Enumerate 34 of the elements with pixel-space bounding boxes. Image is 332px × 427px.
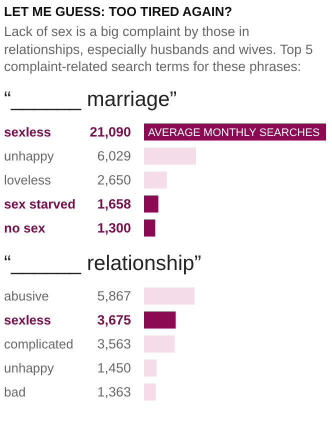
y-tick-label: bad (4, 384, 26, 400)
bar (144, 195, 158, 212)
chart-subtitle: Lack of sex is a big complaint by those in relationships, especially husbands and wives. Top 5 complaint-related search terms for these phrases: (4, 23, 314, 76)
data-label: 5,867 (97, 288, 131, 304)
y-tick-label: no sex (4, 220, 46, 236)
data-label: 6,029 (97, 148, 131, 164)
data-label: 1,658 (97, 196, 132, 212)
bar (144, 147, 196, 164)
y-tick-label: sexless (4, 124, 51, 140)
data-label: 1,450 (97, 360, 131, 376)
y-tick-label: abusive (4, 288, 49, 304)
data-label: 3,675 (97, 312, 132, 328)
bar (144, 287, 195, 304)
y-tick-label: unhappy (4, 148, 54, 164)
bar (144, 335, 175, 352)
y-tick-label: sex starved (4, 196, 76, 212)
y-tick-label: sexless (4, 312, 51, 328)
x-axis-title: AVERAGE MONTHLY SEARCHES (148, 126, 320, 138)
data-label: 1,363 (97, 384, 131, 400)
bar (144, 311, 176, 328)
bar (144, 219, 156, 236)
y-tick-label: unhappy (4, 360, 54, 376)
text: “______ marriage” (4, 88, 177, 110)
chart-title: “______ relationship” (4, 252, 202, 274)
data-label: 1,300 (97, 220, 131, 236)
bar (144, 359, 157, 376)
chart-title: LET ME GUESS: TOO TIRED AGAIN? (4, 4, 234, 19)
data-label: 2,650 (97, 172, 131, 188)
bar (144, 383, 156, 400)
bar (144, 171, 167, 188)
data-label: 21,090 (90, 124, 131, 140)
y-tick-label: loveless (4, 172, 52, 188)
y-tick-label: complicated (4, 336, 74, 352)
data-label: 3,563 (97, 336, 131, 352)
